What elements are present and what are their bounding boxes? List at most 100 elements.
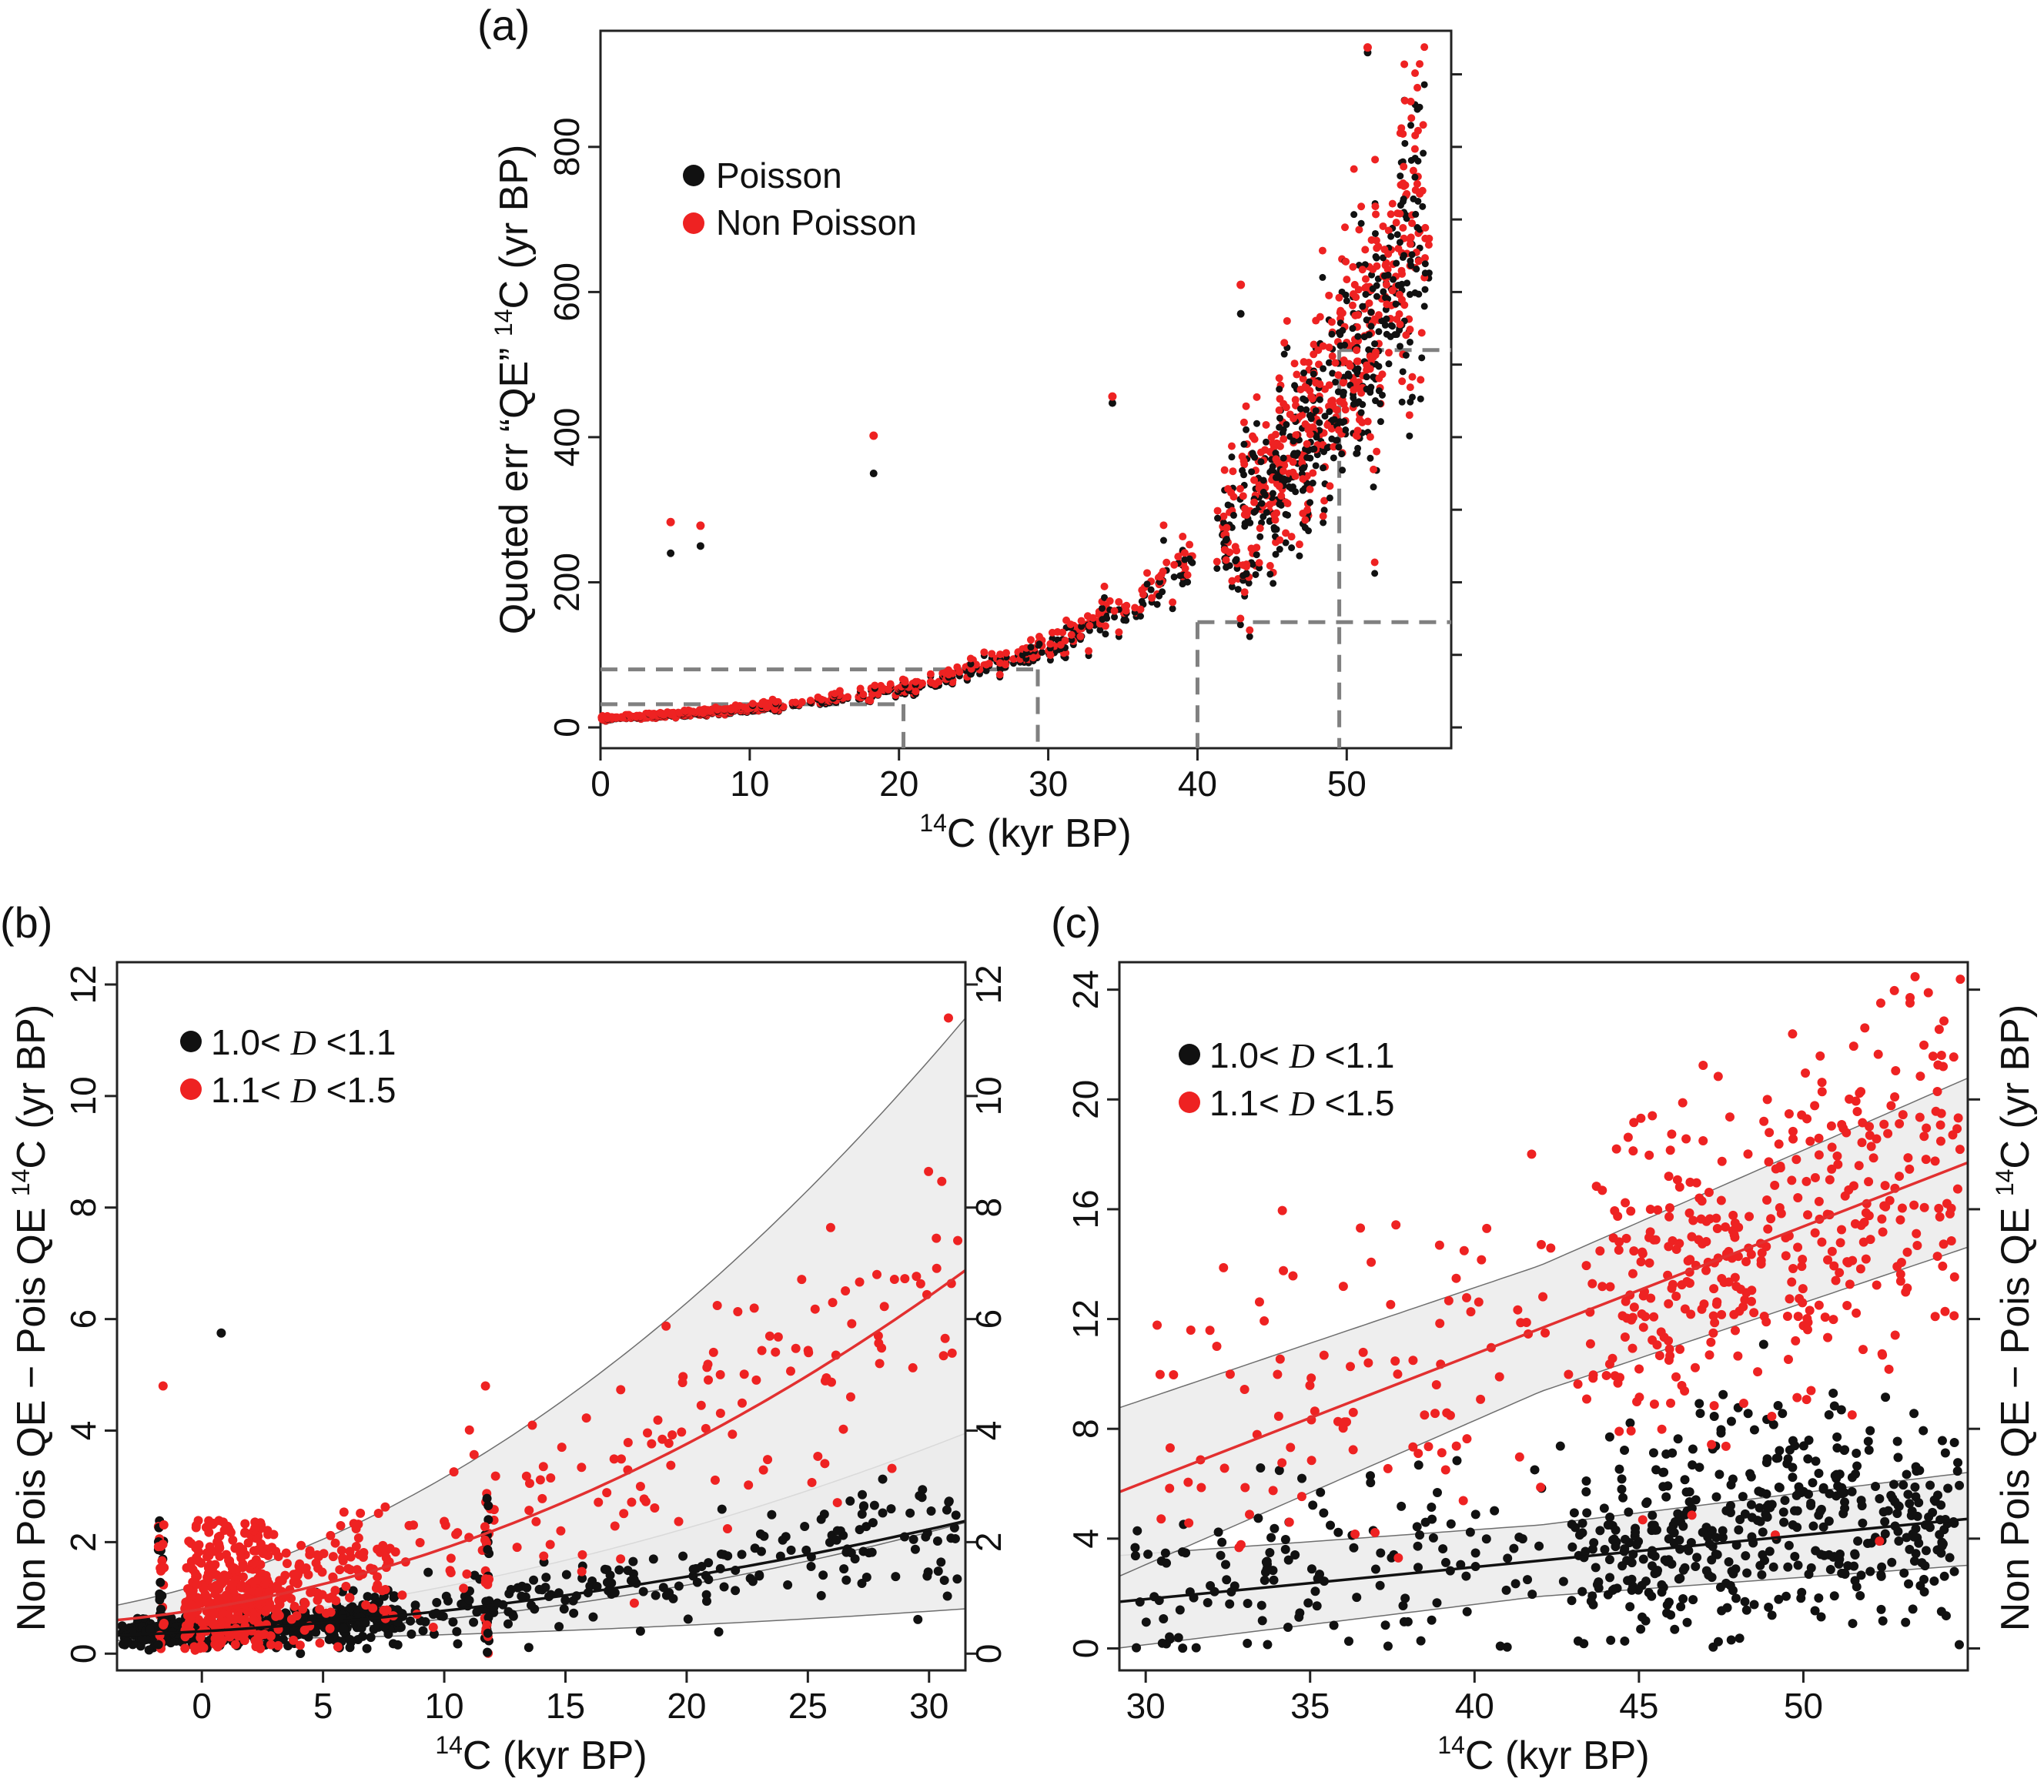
point-poisson xyxy=(1319,273,1326,281)
point-series-2 xyxy=(325,1623,335,1633)
point-series-1 xyxy=(1894,1536,1904,1546)
point-non-poisson xyxy=(1353,357,1361,366)
point-series-1 xyxy=(1501,1585,1511,1595)
point-series-1 xyxy=(651,1590,661,1600)
point-poisson xyxy=(1372,252,1380,260)
point-non-poisson-outlier xyxy=(1363,43,1372,52)
point-non-poisson xyxy=(1220,546,1229,554)
point-non-poisson xyxy=(1349,262,1357,271)
point-series-1 xyxy=(1880,1516,1890,1526)
point-series-2 xyxy=(1621,1233,1631,1243)
point-series-2 xyxy=(1890,1092,1900,1102)
point-series-2 xyxy=(1564,1369,1574,1379)
point-poisson xyxy=(1365,331,1373,339)
point-series-1 xyxy=(366,1633,376,1643)
point-non-poisson xyxy=(1366,365,1374,373)
point-series-2 xyxy=(1649,1399,1659,1409)
point-series-2 xyxy=(832,1498,842,1508)
point-series-1 xyxy=(1713,1637,1723,1647)
panel-a-points xyxy=(597,43,1433,725)
point-series-2 xyxy=(1787,1277,1797,1287)
point-series-2 xyxy=(581,1413,591,1423)
point-series-2 xyxy=(221,1590,231,1600)
point-series-2 xyxy=(1581,1261,1591,1271)
point-non-poisson xyxy=(1405,411,1413,420)
point-series-1 xyxy=(1638,1554,1648,1564)
point-series-2 xyxy=(1474,1297,1484,1307)
point-series-1 xyxy=(1949,1438,1959,1448)
point-series-2 xyxy=(469,1449,479,1459)
point-series-2 xyxy=(1628,1343,1638,1353)
point-series-2 xyxy=(1939,1016,1949,1026)
point-poisson xyxy=(1412,210,1420,218)
point-series-1 xyxy=(1864,1445,1874,1455)
point-series-2 xyxy=(1837,1225,1847,1235)
point-series-1 xyxy=(1901,1617,1911,1627)
point-series-1 xyxy=(1577,1528,1587,1538)
point-series-1 xyxy=(1790,1552,1800,1562)
point-series-2 xyxy=(1687,1510,1697,1520)
point-series-1 xyxy=(831,1535,841,1545)
point-series-2 xyxy=(1664,1203,1674,1213)
x-tick-label: 35 xyxy=(1290,1686,1330,1726)
point-non-poisson xyxy=(1357,389,1366,397)
point-series-1 xyxy=(605,1570,615,1580)
point-series-1 xyxy=(1664,1597,1674,1607)
point-outlier xyxy=(158,1381,168,1391)
point-series-2 xyxy=(1935,1212,1945,1222)
point-series-1 xyxy=(702,1596,712,1606)
point-series-1 xyxy=(1724,1556,1734,1566)
point-series-2 xyxy=(1761,1317,1771,1327)
point-streak xyxy=(483,1545,493,1555)
point-non-poisson xyxy=(1240,588,1249,597)
point-series-2 xyxy=(202,1573,212,1583)
point-series-2 xyxy=(490,1471,500,1481)
point-series-1 xyxy=(1165,1632,1175,1642)
point-series-1 xyxy=(858,1489,868,1499)
point-poisson xyxy=(1122,617,1130,624)
point-series-2 xyxy=(1348,1407,1358,1417)
point-series-1 xyxy=(1213,1527,1223,1537)
point-series-2 xyxy=(1277,1458,1287,1468)
point-series-1 xyxy=(629,1574,639,1584)
point-series-1 xyxy=(1605,1513,1615,1523)
point-outlier xyxy=(943,1013,953,1023)
point-series-1 xyxy=(1707,1555,1717,1565)
y-tick-label: 0 xyxy=(63,1643,103,1663)
point-non-poisson xyxy=(1318,246,1326,255)
point-non-poisson xyxy=(713,706,721,714)
point-series-1 xyxy=(1936,1606,1946,1616)
point-series-1 xyxy=(1611,1542,1621,1552)
point-non-poisson xyxy=(1424,241,1433,249)
point-streak xyxy=(483,1647,493,1657)
point-non-poisson xyxy=(1156,573,1164,581)
point-non-poisson xyxy=(1396,320,1404,329)
point-series-2 xyxy=(1627,1315,1637,1325)
point-series-1 xyxy=(1692,1553,1702,1563)
point-poisson xyxy=(1418,354,1426,362)
point-series-1 xyxy=(1618,1493,1628,1503)
x-tick-label: 30 xyxy=(909,1686,948,1726)
point-non-poisson xyxy=(1353,426,1362,435)
point-series-1 xyxy=(1796,1593,1806,1603)
point-poisson xyxy=(1102,630,1109,638)
point-series-2 xyxy=(1730,1326,1740,1336)
point-series-2 xyxy=(1626,1426,1636,1436)
point-streak xyxy=(484,1574,494,1584)
point-non-poisson xyxy=(1266,500,1274,509)
point-non-poisson xyxy=(1410,145,1419,153)
point-series-2 xyxy=(1919,1202,1929,1212)
point-series-2 xyxy=(317,1567,327,1577)
point-series-2 xyxy=(1462,1434,1472,1444)
point-series-1 xyxy=(1779,1517,1789,1527)
panel-c-y-title: Non Pois QE − Pois QE 14C (yr BP) xyxy=(1991,1005,2038,1631)
point-series-1 xyxy=(522,1583,532,1593)
point-series-2 xyxy=(1286,1443,1296,1453)
point-non-poisson xyxy=(1339,379,1347,387)
point-series-1 xyxy=(1329,1620,1339,1630)
point-series-1 xyxy=(1509,1543,1519,1553)
point-series-1 xyxy=(1283,1555,1293,1565)
point-non-poisson-outlier xyxy=(1108,392,1117,401)
point-non-poisson xyxy=(720,705,728,714)
point-series-1 xyxy=(1840,1569,1850,1579)
